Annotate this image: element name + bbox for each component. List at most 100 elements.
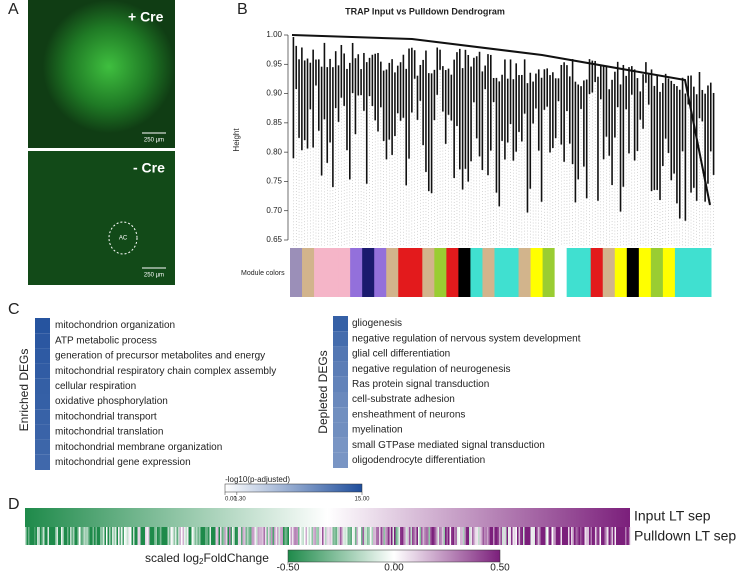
stripe	[613, 527, 615, 545]
stripe	[145, 527, 147, 545]
stripe	[560, 527, 563, 545]
stripe	[482, 527, 485, 545]
stripe	[128, 527, 131, 545]
stripe	[175, 527, 177, 545]
module-color	[434, 248, 447, 297]
region-label: AC	[119, 236, 128, 242]
stripe	[547, 527, 549, 545]
stripe	[124, 527, 126, 545]
stripe	[541, 527, 543, 545]
heatmap-cell	[333, 376, 348, 392]
stripe	[184, 527, 186, 545]
stripe	[490, 527, 492, 545]
stripe	[251, 527, 254, 545]
stripe	[106, 527, 108, 545]
stripe	[592, 527, 594, 545]
stripe	[40, 527, 42, 545]
stripe	[428, 527, 431, 545]
stripe	[140, 527, 143, 545]
stripe	[532, 527, 534, 545]
stripe	[574, 527, 576, 545]
stripe	[284, 527, 287, 545]
stripe	[586, 527, 588, 545]
stripe	[133, 527, 135, 545]
title-part: FoldChange	[204, 551, 270, 565]
stripe	[367, 527, 369, 545]
stripe	[67, 527, 69, 545]
stripe	[274, 527, 276, 545]
module-color	[542, 248, 556, 297]
stripe	[148, 527, 150, 545]
colorbar-tick-label: -0.50	[277, 563, 300, 573]
heatmap-cell	[333, 331, 348, 347]
stripe	[166, 527, 168, 545]
stripe	[575, 527, 578, 545]
stripe	[214, 527, 216, 545]
stripe	[272, 527, 275, 545]
stripe	[346, 527, 348, 545]
stripe	[211, 527, 213, 545]
stripe	[319, 527, 321, 545]
stripe	[590, 527, 593, 545]
stripe	[115, 527, 117, 545]
stripe	[134, 527, 137, 545]
stripe	[518, 527, 521, 545]
stripe	[601, 527, 603, 545]
y-axis-label: Height	[232, 128, 241, 152]
stripe	[245, 527, 248, 545]
stripe	[434, 527, 437, 545]
stripe	[325, 527, 327, 545]
stripe	[172, 527, 174, 545]
stripe	[451, 527, 453, 545]
stripe	[199, 527, 201, 545]
heatmap-cell	[333, 437, 348, 453]
stripe	[200, 527, 203, 545]
stripe	[316, 527, 318, 545]
stripe	[571, 527, 573, 545]
colorbar-tick-label: 1.30	[234, 497, 246, 503]
stripe	[223, 527, 225, 545]
module-color	[530, 248, 544, 297]
stripe	[562, 527, 564, 545]
stripe	[149, 527, 152, 545]
stripe	[155, 527, 158, 545]
stripe	[170, 527, 173, 545]
stripe	[320, 527, 323, 545]
stripe	[65, 527, 68, 545]
stripe	[242, 527, 245, 545]
stripe	[202, 527, 204, 545]
stripe	[160, 527, 162, 545]
stripe	[472, 527, 474, 545]
stripe	[607, 527, 609, 545]
module-color	[638, 248, 652, 297]
stripe	[539, 527, 542, 545]
stripe	[32, 527, 35, 545]
y-tick-label: 0.80	[266, 147, 282, 156]
stripe	[86, 527, 89, 545]
module-color	[494, 248, 508, 297]
stripe	[352, 527, 354, 545]
stripe	[308, 527, 311, 545]
module-color	[446, 248, 459, 297]
stripe	[533, 527, 536, 545]
stripe	[364, 527, 366, 545]
stripe	[353, 527, 356, 545]
stripe	[455, 527, 458, 545]
colorbar-tick-label: 0.00	[384, 563, 404, 573]
stripe	[569, 527, 572, 545]
heatmap-cell	[35, 409, 50, 425]
region-outline	[108, 221, 138, 255]
stripe	[499, 527, 501, 545]
stripe	[44, 527, 47, 545]
stripe	[208, 527, 210, 545]
stripe	[256, 527, 258, 545]
scale-label: 250 µm	[144, 273, 164, 279]
stripe	[209, 527, 212, 545]
stripe	[526, 527, 528, 545]
module-color	[458, 248, 471, 297]
stripe	[326, 527, 329, 545]
term-label: ensheathment of neurons	[352, 409, 465, 420]
stripe	[163, 527, 165, 545]
stripe	[506, 527, 509, 545]
